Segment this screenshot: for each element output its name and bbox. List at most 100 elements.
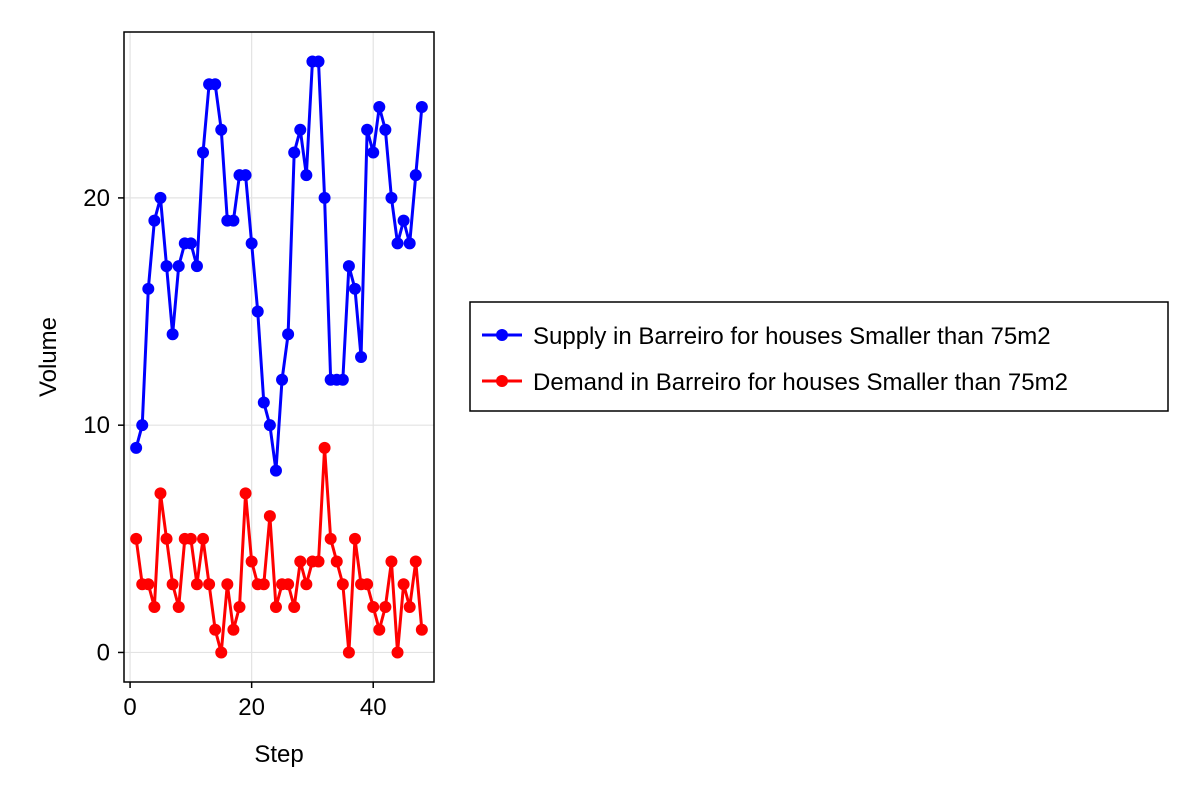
data-point [142, 282, 155, 295]
data-point [391, 237, 404, 250]
data-point [336, 373, 349, 386]
data-point [409, 169, 422, 182]
data-point [397, 578, 410, 591]
data-point [190, 578, 203, 591]
data-point [294, 123, 307, 136]
data-point [197, 146, 210, 159]
data-point [209, 623, 222, 636]
data-point [227, 623, 240, 636]
data-point [300, 169, 313, 182]
series-line [134, 446, 424, 654]
data-point [269, 464, 282, 477]
data-point [203, 578, 216, 591]
data-point [136, 419, 149, 432]
data-point [379, 601, 392, 613]
data-point [318, 441, 331, 454]
data-point [130, 441, 143, 454]
data-point [385, 191, 398, 204]
data-point [190, 260, 203, 273]
data-point [257, 578, 270, 591]
data-point [373, 623, 386, 636]
data-point [403, 601, 416, 613]
data-point [245, 237, 258, 250]
data-point [288, 146, 301, 159]
data-point [294, 555, 307, 568]
data-point [130, 532, 143, 545]
data-point [239, 487, 252, 500]
data-point [154, 487, 167, 500]
data-point [215, 646, 228, 659]
data-point [184, 237, 197, 250]
data-point [355, 351, 368, 363]
data-point [148, 601, 161, 613]
data-point [300, 578, 313, 591]
y-axis-label: Volume [35, 317, 62, 397]
x-tick-label: 20 [238, 694, 265, 721]
data-point [415, 101, 428, 113]
data-point [251, 305, 264, 318]
data-point [160, 260, 173, 273]
data-point [367, 146, 380, 159]
data-point [342, 646, 355, 659]
series-1 [130, 441, 428, 659]
plot-area-frame [123, 31, 435, 683]
data-point [227, 214, 240, 227]
series-0 [130, 55, 428, 477]
data-point [391, 646, 404, 659]
data-point [318, 191, 331, 204]
data-point [172, 260, 185, 273]
data-point [336, 578, 349, 591]
data-point [348, 532, 361, 545]
y-tick-label: 20 [83, 185, 110, 212]
data-point [197, 532, 210, 545]
data-point [409, 555, 422, 568]
data-point [415, 623, 428, 636]
data-point [288, 601, 301, 613]
data-point [330, 555, 343, 568]
data-point [160, 532, 173, 545]
data-point [373, 101, 386, 113]
x-tick-label: 0 [123, 694, 136, 721]
data-point [209, 78, 222, 91]
x-tick-label: 40 [360, 694, 387, 721]
legend: Supply in Barreiro for houses Smaller th… [469, 301, 1169, 412]
data-point [166, 578, 179, 591]
data-point [166, 328, 179, 341]
data-point [269, 601, 282, 613]
data-point [172, 601, 185, 613]
legend-supply-marker [496, 329, 508, 341]
legend-demand-marker [496, 375, 508, 387]
data-point [154, 191, 167, 204]
data-point [361, 578, 374, 591]
y-axis-ticks: 0 10 20 [83, 185, 124, 666]
data-point [239, 169, 252, 182]
y-tick-label: 10 [83, 412, 110, 439]
legend-supply-label: Supply in Barreiro for houses Smaller th… [533, 323, 1051, 350]
data-point [348, 282, 361, 295]
data-point [397, 214, 410, 227]
data-point [312, 555, 325, 568]
data-point [367, 601, 380, 613]
legend-box [469, 301, 1169, 412]
data-point [148, 214, 161, 227]
data-point [263, 510, 276, 523]
series-lines [130, 55, 428, 659]
data-point [361, 123, 374, 136]
data-point [257, 396, 270, 409]
data-point [403, 237, 416, 250]
data-point [282, 578, 295, 591]
data-point [276, 373, 289, 386]
data-point [379, 123, 392, 136]
x-axis-label: Step [254, 741, 303, 768]
data-point [221, 578, 234, 591]
data-point [385, 555, 398, 568]
y-tick-label: 0 [97, 639, 110, 666]
data-point [312, 55, 325, 68]
data-point [245, 555, 258, 568]
data-point [282, 328, 295, 341]
data-point [215, 123, 228, 136]
data-point [142, 578, 155, 591]
data-point [324, 532, 337, 545]
data-point [263, 419, 276, 432]
